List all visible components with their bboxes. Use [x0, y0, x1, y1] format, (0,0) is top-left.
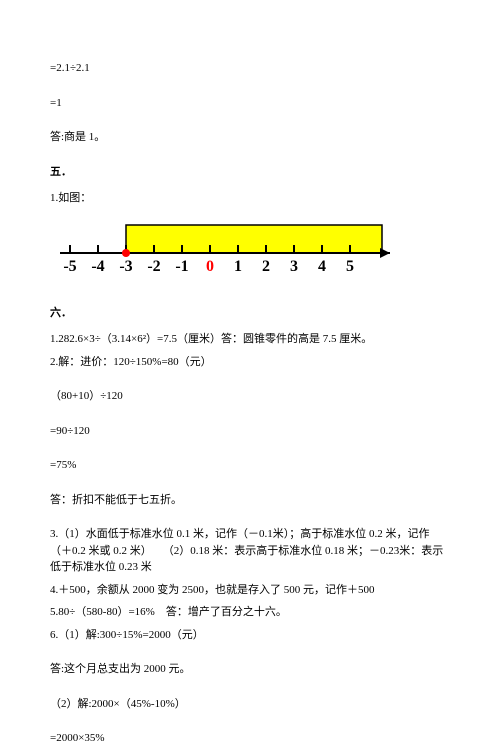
sec6-line10: 6.（1）解:300÷15%=2000（元）: [50, 627, 450, 644]
sec6-line13: =2000×35%: [50, 730, 450, 747]
svg-text:0: 0: [206, 258, 214, 275]
answer-top: 答:商是 1。: [50, 129, 450, 146]
sec6-line12: （2）解:2000×（45%-10%）: [50, 696, 450, 713]
sec6-line3: （80+10）÷120: [50, 388, 450, 405]
sec6-line9: 5.80÷（580-80）=16% 答：增产了百分之十六。: [50, 604, 450, 621]
svg-text:2: 2: [262, 258, 270, 275]
svg-text:-2: -2: [147, 258, 160, 275]
sec6-line11: 答:这个月总支出为 2000 元。: [50, 661, 450, 678]
sec6-line7: 3.（1）水面低于标准水位 0.1 米，记作（－0.1米）；高于标准水位 0.2…: [50, 526, 450, 576]
svg-text:-3: -3: [119, 258, 132, 275]
svg-text:3: 3: [290, 258, 298, 275]
svg-text:4: 4: [318, 258, 326, 275]
svg-text:-1: -1: [175, 258, 188, 275]
section-5-title: 五．: [50, 164, 450, 181]
equation-1: =2.1÷2.1: [50, 60, 450, 77]
svg-text:5: 5: [346, 258, 354, 275]
equation-2: =1: [50, 95, 450, 112]
sec6-line5: =75%: [50, 457, 450, 474]
sec6-line6: 答：折扣不能低于七五折。: [50, 492, 450, 509]
svg-text:1: 1: [234, 258, 242, 275]
sec6-line4: =90÷120: [50, 423, 450, 440]
number-line-figure: -5 -4 -3 -2 -1 0 1 2 3 4 5: [50, 217, 420, 287]
sec6-line8: 4.＋500，余额从 2000 变为 2500，也就是存入了 500 元，记作＋…: [50, 582, 450, 599]
section-6-title: 六．: [50, 305, 450, 322]
sec6-line1: 1.282.6×3÷（3.14×6²）=7.5（厘米）答：圆锥零件的高是 7.5…: [50, 331, 450, 348]
section-5-item1: 1.如图：: [50, 190, 450, 207]
sec6-line2: 2.解：进价：120÷150%=80（元）: [50, 354, 450, 371]
svg-text:-5: -5: [63, 258, 76, 275]
svg-text:-4: -4: [91, 258, 104, 275]
